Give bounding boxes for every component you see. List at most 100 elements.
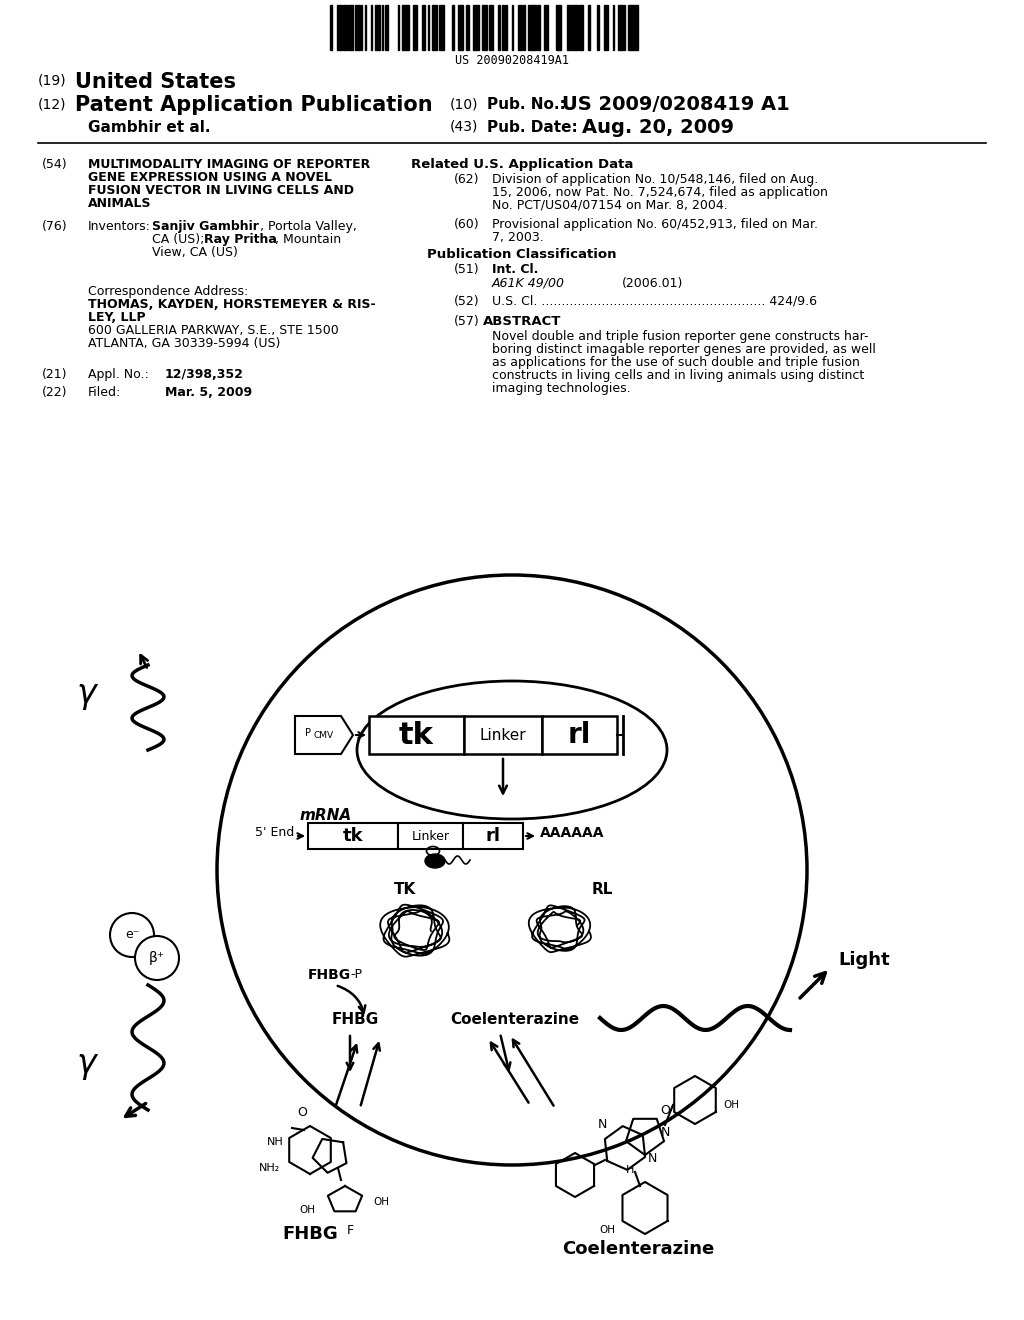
Text: OH: OH [599,1225,615,1236]
Text: Sanjiv Gambhir: Sanjiv Gambhir [152,220,259,234]
Circle shape [135,936,179,979]
Bar [544,5,548,50]
Text: Coelenterazine: Coelenterazine [450,1012,580,1027]
Text: 12/398,352: 12/398,352 [165,368,244,381]
Text: Inventors:: Inventors: [88,220,151,234]
Text: U.S. Cl. ........................................................ 424/9.6: U.S. Cl. ...............................… [492,294,817,308]
Text: N: N [597,1118,606,1131]
Bar [482,5,487,50]
Text: F: F [346,1224,353,1237]
Text: O: O [660,1104,670,1117]
Bar [375,5,380,50]
Text: (2006.01): (2006.01) [622,277,683,290]
Text: (12): (12) [38,96,67,111]
Text: ATLANTA, GA 30339-5994 (US): ATLANTA, GA 30339-5994 (US) [88,337,281,350]
Bar [567,5,570,50]
Text: No. PCT/US04/07154 on Mar. 8, 2004.: No. PCT/US04/07154 on Mar. 8, 2004. [492,199,728,213]
Bar [502,5,504,50]
Bar [498,5,500,50]
Bar [330,5,332,50]
Text: Appl. No.:: Appl. No.: [88,368,148,381]
Bar [413,5,417,50]
Ellipse shape [425,854,445,869]
Bar [476,5,479,50]
Text: N: N [660,1126,670,1138]
Bar [439,5,444,50]
Text: FHBG: FHBG [308,968,351,982]
Text: Coelenterazine: Coelenterazine [562,1239,714,1258]
Text: Related U.S. Application Data: Related U.S. Application Data [411,158,633,172]
Bar [343,5,347,50]
Bar [542,715,617,754]
Text: (43): (43) [450,120,478,135]
Text: ABSTRACT: ABSTRACT [482,315,561,327]
Text: P: P [305,729,311,738]
Bar [588,5,590,50]
Text: tk: tk [343,828,364,845]
Bar [452,5,454,50]
Text: CA (US);: CA (US); [152,234,205,246]
Text: Int. Cl.: Int. Cl. [492,263,539,276]
Text: (22): (22) [42,385,68,399]
Bar [534,5,536,50]
Text: Pub. No.:: Pub. No.: [487,96,565,112]
Text: (54): (54) [42,158,68,172]
Circle shape [110,913,154,957]
Bar [473,5,476,50]
Text: $\gamma$: $\gamma$ [77,1048,99,1081]
Text: Ray Pritha: Ray Pritha [204,234,276,246]
Text: rl: rl [568,721,591,748]
Text: ANIMALS: ANIMALS [88,197,152,210]
Text: United States: United States [75,73,236,92]
Text: Novel double and triple fusion reporter gene constructs har-: Novel double and triple fusion reporter … [492,330,868,343]
Text: OH: OH [299,1205,315,1214]
Bar [633,5,638,50]
Bar [556,5,561,50]
Text: tk: tk [399,721,434,750]
Text: Aug. 20, 2009: Aug. 20, 2009 [582,117,734,137]
Text: MULTIMODALITY IMAGING OF REPORTER: MULTIMODALITY IMAGING OF REPORTER [88,158,371,172]
Text: boring distinct imagable reporter genes are provided, as well: boring distinct imagable reporter genes … [492,343,876,356]
Bar [406,5,409,50]
Bar [466,5,469,50]
Bar [458,5,463,50]
Bar [531,5,534,50]
Bar [308,822,398,849]
Bar [628,5,633,50]
Bar [337,5,342,50]
Text: (76): (76) [42,220,68,234]
Text: O: O [297,1106,307,1118]
Text: (60): (60) [454,218,479,231]
Text: US 2009/0208419 A1: US 2009/0208419 A1 [562,95,790,114]
Text: β⁺: β⁺ [150,950,165,965]
Bar [505,5,507,50]
Bar [618,5,623,50]
Text: Publication Classification: Publication Classification [427,248,616,261]
Text: e⁻: e⁻ [125,928,139,941]
Text: , Mountain: , Mountain [275,234,341,246]
Text: Patent Application Publication: Patent Application Publication [75,95,432,115]
Bar [578,5,583,50]
Text: Linker: Linker [412,829,450,842]
Text: CMV: CMV [313,731,333,741]
Text: THOMAS, KAYDEN, HORSTEMEYER & RIS-: THOMAS, KAYDEN, HORSTEMEYER & RIS- [88,298,376,312]
Text: Pub. Date:: Pub. Date: [487,120,578,135]
Text: mRNA: mRNA [300,808,352,822]
Text: 15, 2006, now Pat. No. 7,524,674, filed as application: 15, 2006, now Pat. No. 7,524,674, filed … [492,186,827,199]
Bar [369,715,464,754]
Bar [398,822,463,849]
Bar [523,5,525,50]
Bar [573,5,577,50]
Bar [422,5,425,50]
Text: imaging technologies.: imaging technologies. [492,381,631,395]
Text: (52): (52) [454,294,479,308]
Bar [464,715,542,754]
Bar [463,822,523,849]
Bar [355,5,360,50]
Text: constructs in living cells and in living animals using distinct: constructs in living cells and in living… [492,370,864,381]
Text: 600 GALLERIA PARKWAY, S.E., STE 1500: 600 GALLERIA PARKWAY, S.E., STE 1500 [88,323,339,337]
Text: AAAAAA: AAAAAA [540,826,604,840]
Text: 5' End: 5' End [255,826,294,840]
Text: (10): (10) [450,96,478,111]
Bar [528,5,531,50]
